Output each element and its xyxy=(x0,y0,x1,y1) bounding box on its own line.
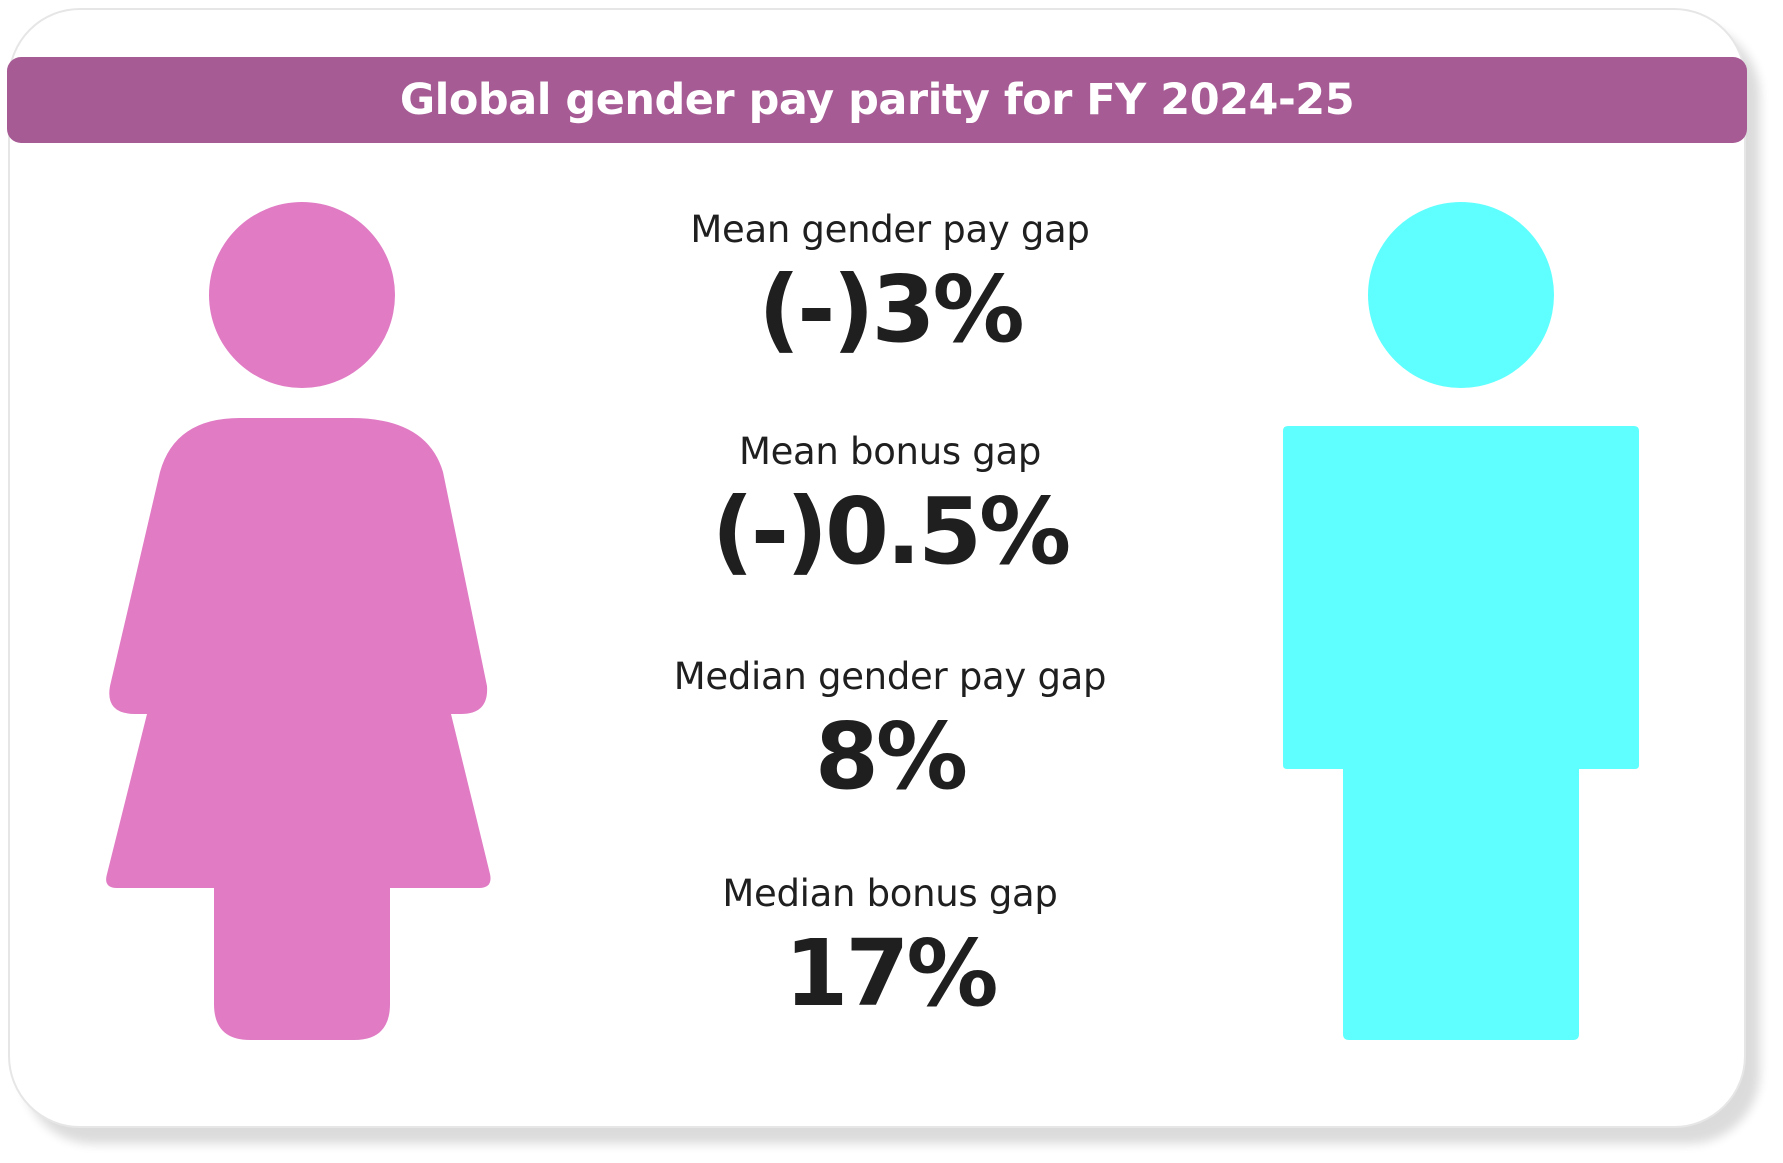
stat-value: 17% xyxy=(784,920,998,1027)
male-body xyxy=(1283,426,1639,1040)
female-body xyxy=(106,418,491,1040)
stat-label: Mean bonus gap xyxy=(738,430,1042,473)
male-head xyxy=(1368,202,1554,388)
stats-column: Mean gender pay gap (-)3% Mean bonus gap… xyxy=(590,200,1190,1060)
stat-median-bonus-gap: Median bonus gap 17% xyxy=(590,872,1190,1026)
stat-median-pay-gap: Median gender pay gap 8% xyxy=(590,655,1190,809)
stat-mean-pay-gap: Mean gender pay gap (-)3% xyxy=(590,208,1190,362)
stat-value: 8% xyxy=(814,703,968,810)
female-figure-icon xyxy=(106,202,491,1040)
stat-label: Mean gender pay gap xyxy=(690,208,1090,251)
male-figure-icon xyxy=(1283,202,1639,1040)
stat-label: Median bonus gap xyxy=(722,872,1058,915)
stat-value: (-)0.5% xyxy=(711,478,1071,585)
female-head xyxy=(209,202,395,388)
title-bar: Global gender pay parity for FY 2024-25 xyxy=(7,57,1747,143)
page-title: Global gender pay parity for FY 2024-25 xyxy=(399,75,1355,125)
stat-mean-bonus-gap: Mean bonus gap (-)0.5% xyxy=(590,430,1190,584)
stat-value: (-)3% xyxy=(758,256,1024,363)
stat-label: Median gender pay gap xyxy=(673,655,1107,698)
